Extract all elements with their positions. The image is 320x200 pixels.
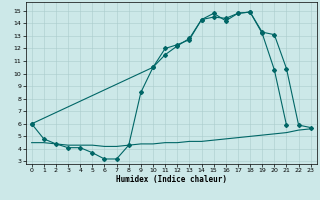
X-axis label: Humidex (Indice chaleur): Humidex (Indice chaleur): [116, 175, 227, 184]
